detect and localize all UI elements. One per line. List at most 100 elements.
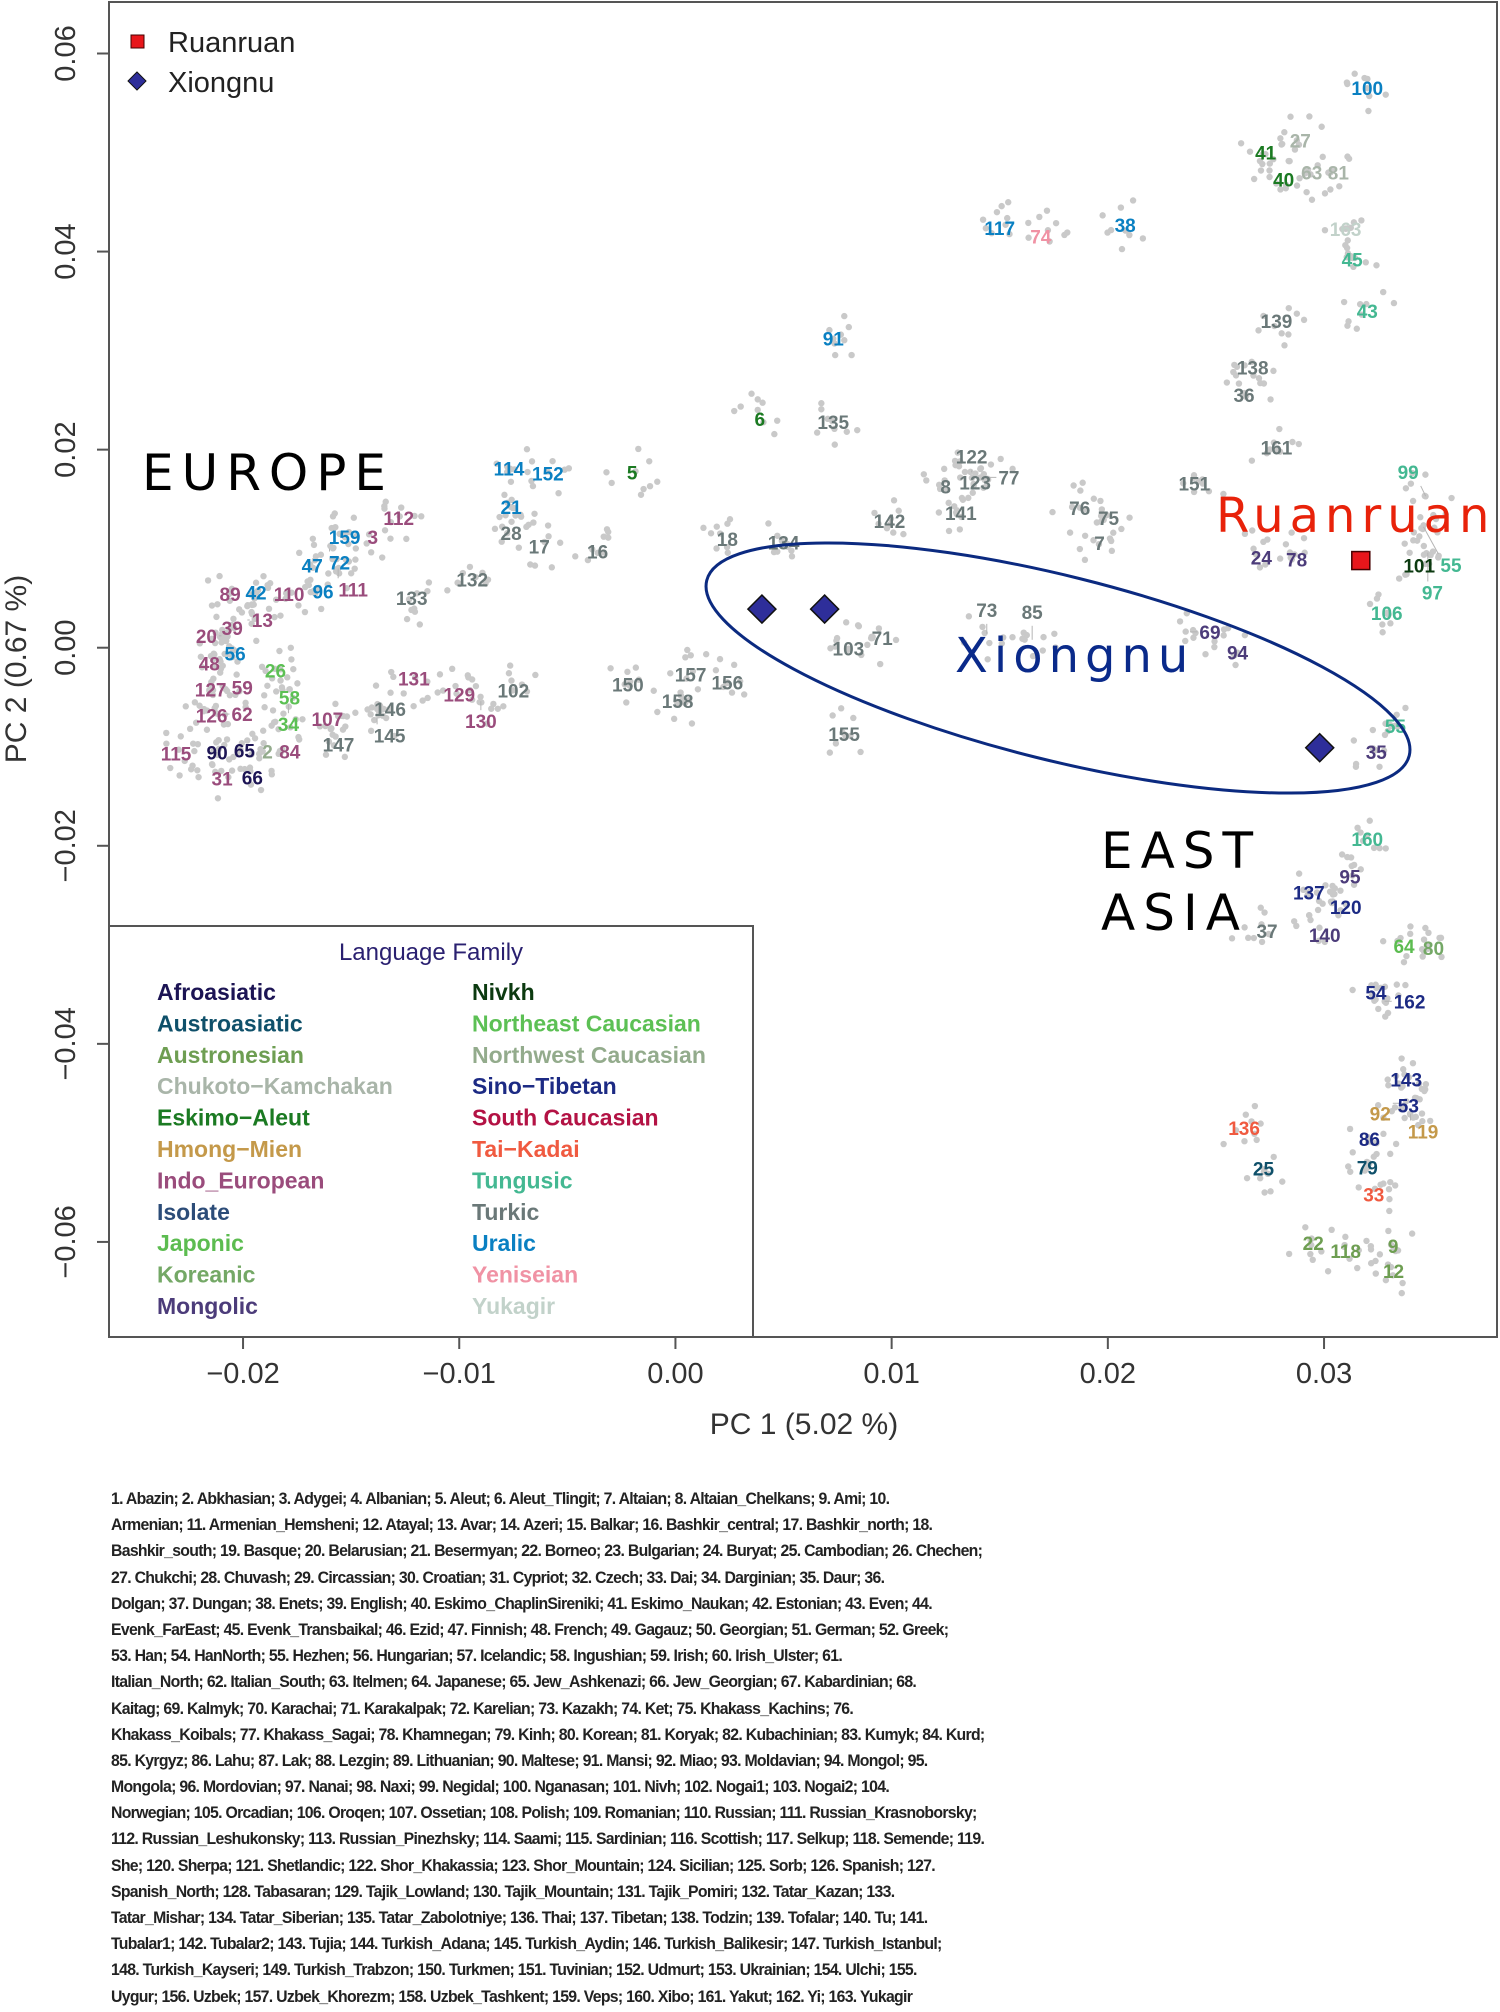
sample-point bbox=[841, 312, 848, 320]
sample-point bbox=[1412, 1113, 1420, 1121]
sample-point bbox=[1409, 1059, 1417, 1067]
sample-point bbox=[953, 510, 960, 518]
sample-point bbox=[1108, 547, 1116, 555]
sample-point bbox=[503, 463, 511, 470]
sample-point bbox=[1366, 1160, 1373, 1167]
sample-point bbox=[826, 749, 834, 756]
sample-point bbox=[309, 535, 317, 542]
legend-family-label: Indo_European bbox=[157, 1167, 324, 1193]
sample-point bbox=[813, 429, 821, 436]
sample-point bbox=[1025, 219, 1032, 227]
sample-point bbox=[1395, 992, 1402, 999]
sample-point bbox=[1253, 1136, 1260, 1144]
sample-point bbox=[237, 765, 244, 773]
sample-point bbox=[850, 714, 857, 722]
sample-point bbox=[226, 590, 233, 597]
population-label: 90 bbox=[207, 744, 228, 765]
sample-point bbox=[1409, 469, 1416, 477]
population-label: 162 bbox=[1394, 992, 1426, 1013]
sample-point bbox=[646, 458, 653, 465]
sample-point bbox=[1300, 886, 1307, 894]
sample-point bbox=[1264, 1170, 1272, 1178]
caption-line: 53. Han; 54. HanNorth; 55. Hezhen; 56. H… bbox=[111, 1646, 843, 1666]
y-tick-label: 0.02 bbox=[50, 421, 82, 477]
sample-point bbox=[340, 712, 347, 720]
sample-point bbox=[1385, 1082, 1392, 1089]
sample-point bbox=[231, 624, 238, 632]
population-label: 3 bbox=[367, 528, 378, 549]
sample-point bbox=[1402, 704, 1409, 712]
sample-point bbox=[444, 587, 451, 594]
sample-point bbox=[831, 425, 838, 433]
sample-point bbox=[1243, 1174, 1251, 1182]
sample-point bbox=[1403, 952, 1410, 960]
population-label: 58 bbox=[279, 689, 300, 710]
population-label: 25 bbox=[1253, 1160, 1275, 1181]
sample-point bbox=[1392, 1182, 1399, 1189]
sample-point bbox=[607, 665, 614, 672]
sample-point bbox=[1099, 212, 1106, 219]
population-label: 115 bbox=[161, 745, 192, 766]
sample-point bbox=[311, 557, 319, 564]
population-label: 53 bbox=[1398, 1096, 1419, 1117]
sample-point bbox=[1249, 527, 1256, 534]
sample-point bbox=[1264, 536, 1271, 543]
population-label: 101 bbox=[1403, 557, 1435, 578]
sample-point bbox=[1232, 1127, 1240, 1134]
sample-point bbox=[1308, 1235, 1315, 1242]
population-label: 135 bbox=[817, 413, 849, 434]
caption-line: Armenian; 11. Armenian_Hemsheni; 12. Ata… bbox=[111, 1515, 933, 1535]
sample-point bbox=[956, 458, 964, 465]
sample-point bbox=[1358, 217, 1365, 224]
sample-point bbox=[493, 460, 500, 467]
population-label: 59 bbox=[232, 678, 253, 699]
sample-point bbox=[1399, 1082, 1406, 1090]
caption-line: 1. Abazin; 2. Abkhasian; 3. Adygei; 4. A… bbox=[111, 1489, 890, 1508]
caption-line: She; 120. Sherpa; 121. Shetlandic; 122. … bbox=[111, 1855, 936, 1875]
sample-point bbox=[1387, 1178, 1394, 1186]
sample-point bbox=[1350, 881, 1358, 888]
sample-point bbox=[268, 675, 276, 682]
sample-point bbox=[324, 581, 331, 588]
sample-point bbox=[248, 620, 255, 627]
sample-point bbox=[1104, 229, 1111, 236]
sample-point bbox=[887, 515, 895, 522]
sample-point bbox=[972, 470, 979, 477]
sample-point bbox=[842, 619, 850, 626]
population-label: 106 bbox=[1371, 604, 1403, 625]
sample-point bbox=[969, 489, 976, 496]
sample-point bbox=[257, 786, 265, 794]
sample-point bbox=[1277, 186, 1284, 193]
sample-point bbox=[640, 485, 647, 493]
sample-point bbox=[1346, 1125, 1354, 1133]
sample-point bbox=[477, 693, 484, 700]
sample-point bbox=[654, 478, 661, 485]
y-tick-label: 0.04 bbox=[50, 223, 82, 279]
sample-point bbox=[677, 692, 685, 699]
sample-point bbox=[1341, 1243, 1348, 1251]
sample-point bbox=[1004, 214, 1011, 222]
sample-point bbox=[774, 417, 781, 424]
sample-point bbox=[1288, 529, 1295, 536]
sample-point bbox=[774, 532, 781, 539]
sample-point bbox=[1422, 1080, 1430, 1088]
population-label: 142 bbox=[874, 512, 906, 533]
sample-point bbox=[728, 689, 736, 696]
legend-family-label: Japonic bbox=[157, 1230, 244, 1256]
label-leader-line bbox=[1423, 526, 1439, 555]
sample-point bbox=[1382, 91, 1389, 98]
sample-point bbox=[191, 699, 199, 706]
sample-point bbox=[682, 654, 689, 661]
y-tick-label: −0.06 bbox=[50, 1205, 82, 1278]
caption-line: Mongola; 96. Mordovian; 97. Nanai; 98. N… bbox=[111, 1777, 890, 1797]
sample-point bbox=[479, 569, 486, 577]
legend-family-label: Tungusic bbox=[472, 1167, 573, 1193]
sample-point bbox=[923, 477, 930, 484]
sample-point bbox=[200, 707, 207, 715]
population-label: 130 bbox=[465, 712, 497, 733]
population-label: 163 bbox=[1330, 220, 1362, 241]
sample-point bbox=[1406, 1110, 1414, 1118]
sample-point bbox=[986, 639, 993, 647]
sample-point bbox=[965, 494, 972, 502]
sample-point bbox=[1427, 1117, 1434, 1125]
